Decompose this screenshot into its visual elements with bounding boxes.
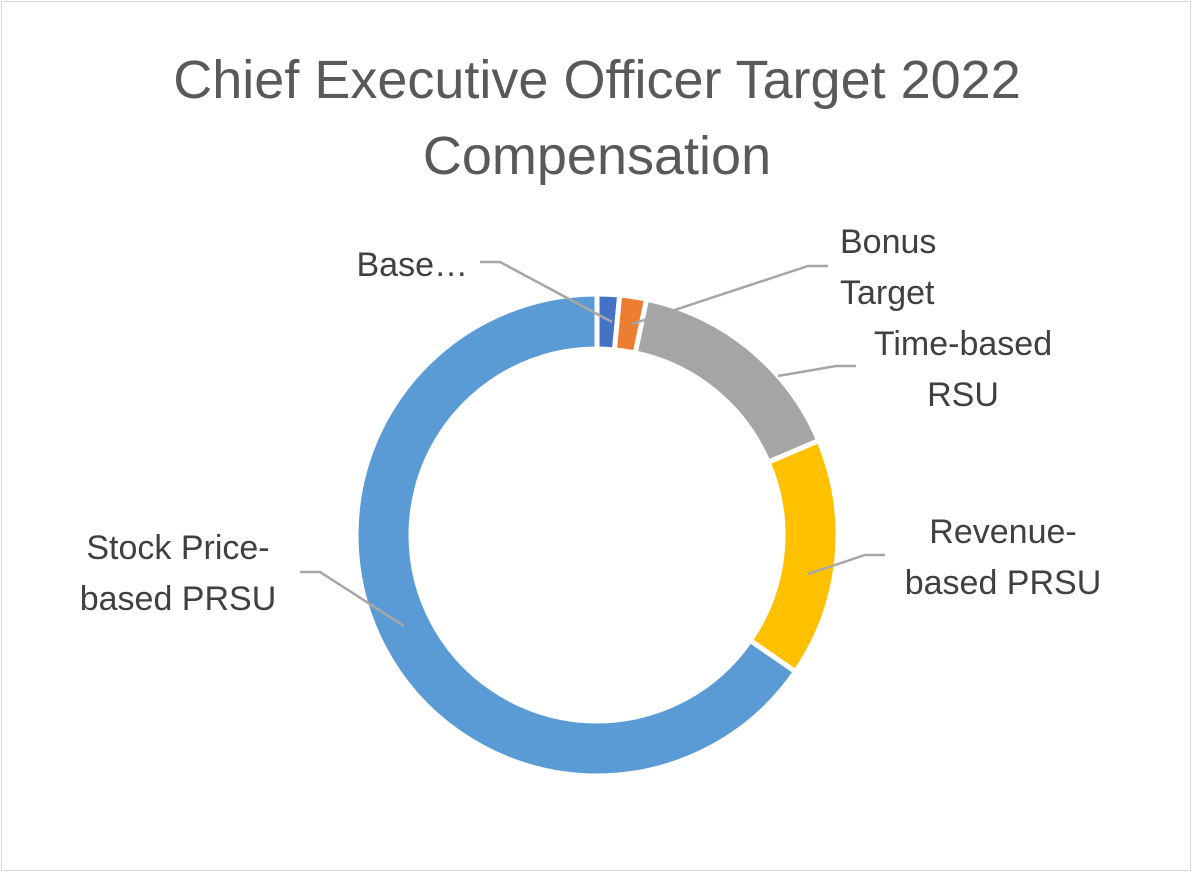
leader-lines [300,260,885,628]
leader-line-revenue-based-prsu [807,553,885,576]
data-label-stock-price-based-prsu: Stock Price-based PRSU [80,529,277,618]
data-label-line: Bonus [840,223,936,261]
data-label-line: Time-based [874,325,1052,363]
data-label-line: based PRSU [905,564,1102,602]
data-label-time-based-rsu: Time-based RSU [874,325,1052,414]
data-label-line: based PRSU [80,580,277,618]
leader-line-base-salary [480,260,613,324]
slice-time-based-rsu [632,296,822,465]
data-label-line: Revenue- [929,513,1076,551]
chart-title: Chief Executive Officer Target 2022 Comp… [0,42,1194,194]
data-label-base-salary: Base… [357,246,469,284]
leader-line-bonus-target [631,264,828,326]
data-label-revenue-based-prsu: Revenue-based PRSU [905,513,1102,602]
data-label-line: RSU [927,376,999,414]
data-label-line: Base… [357,246,469,284]
leader-line-time-based-rsu [777,364,856,378]
donut-slices [353,291,841,779]
chart-title-line-1: Chief Executive Officer Target 2022 [173,50,1021,110]
data-label-line: Stock Price- [86,529,269,567]
leader-line-stock-price-based-prsu [300,570,405,628]
data-label-line: Target [840,274,935,312]
data-labels: Base… Bonus Target Time-based RSU Revenue-bas… [80,223,1102,618]
slice-revenue-based-prsu [747,438,841,675]
data-label-bonus-target: Bonus Target [840,223,936,312]
chart-title-line-2: Compensation [422,126,772,186]
